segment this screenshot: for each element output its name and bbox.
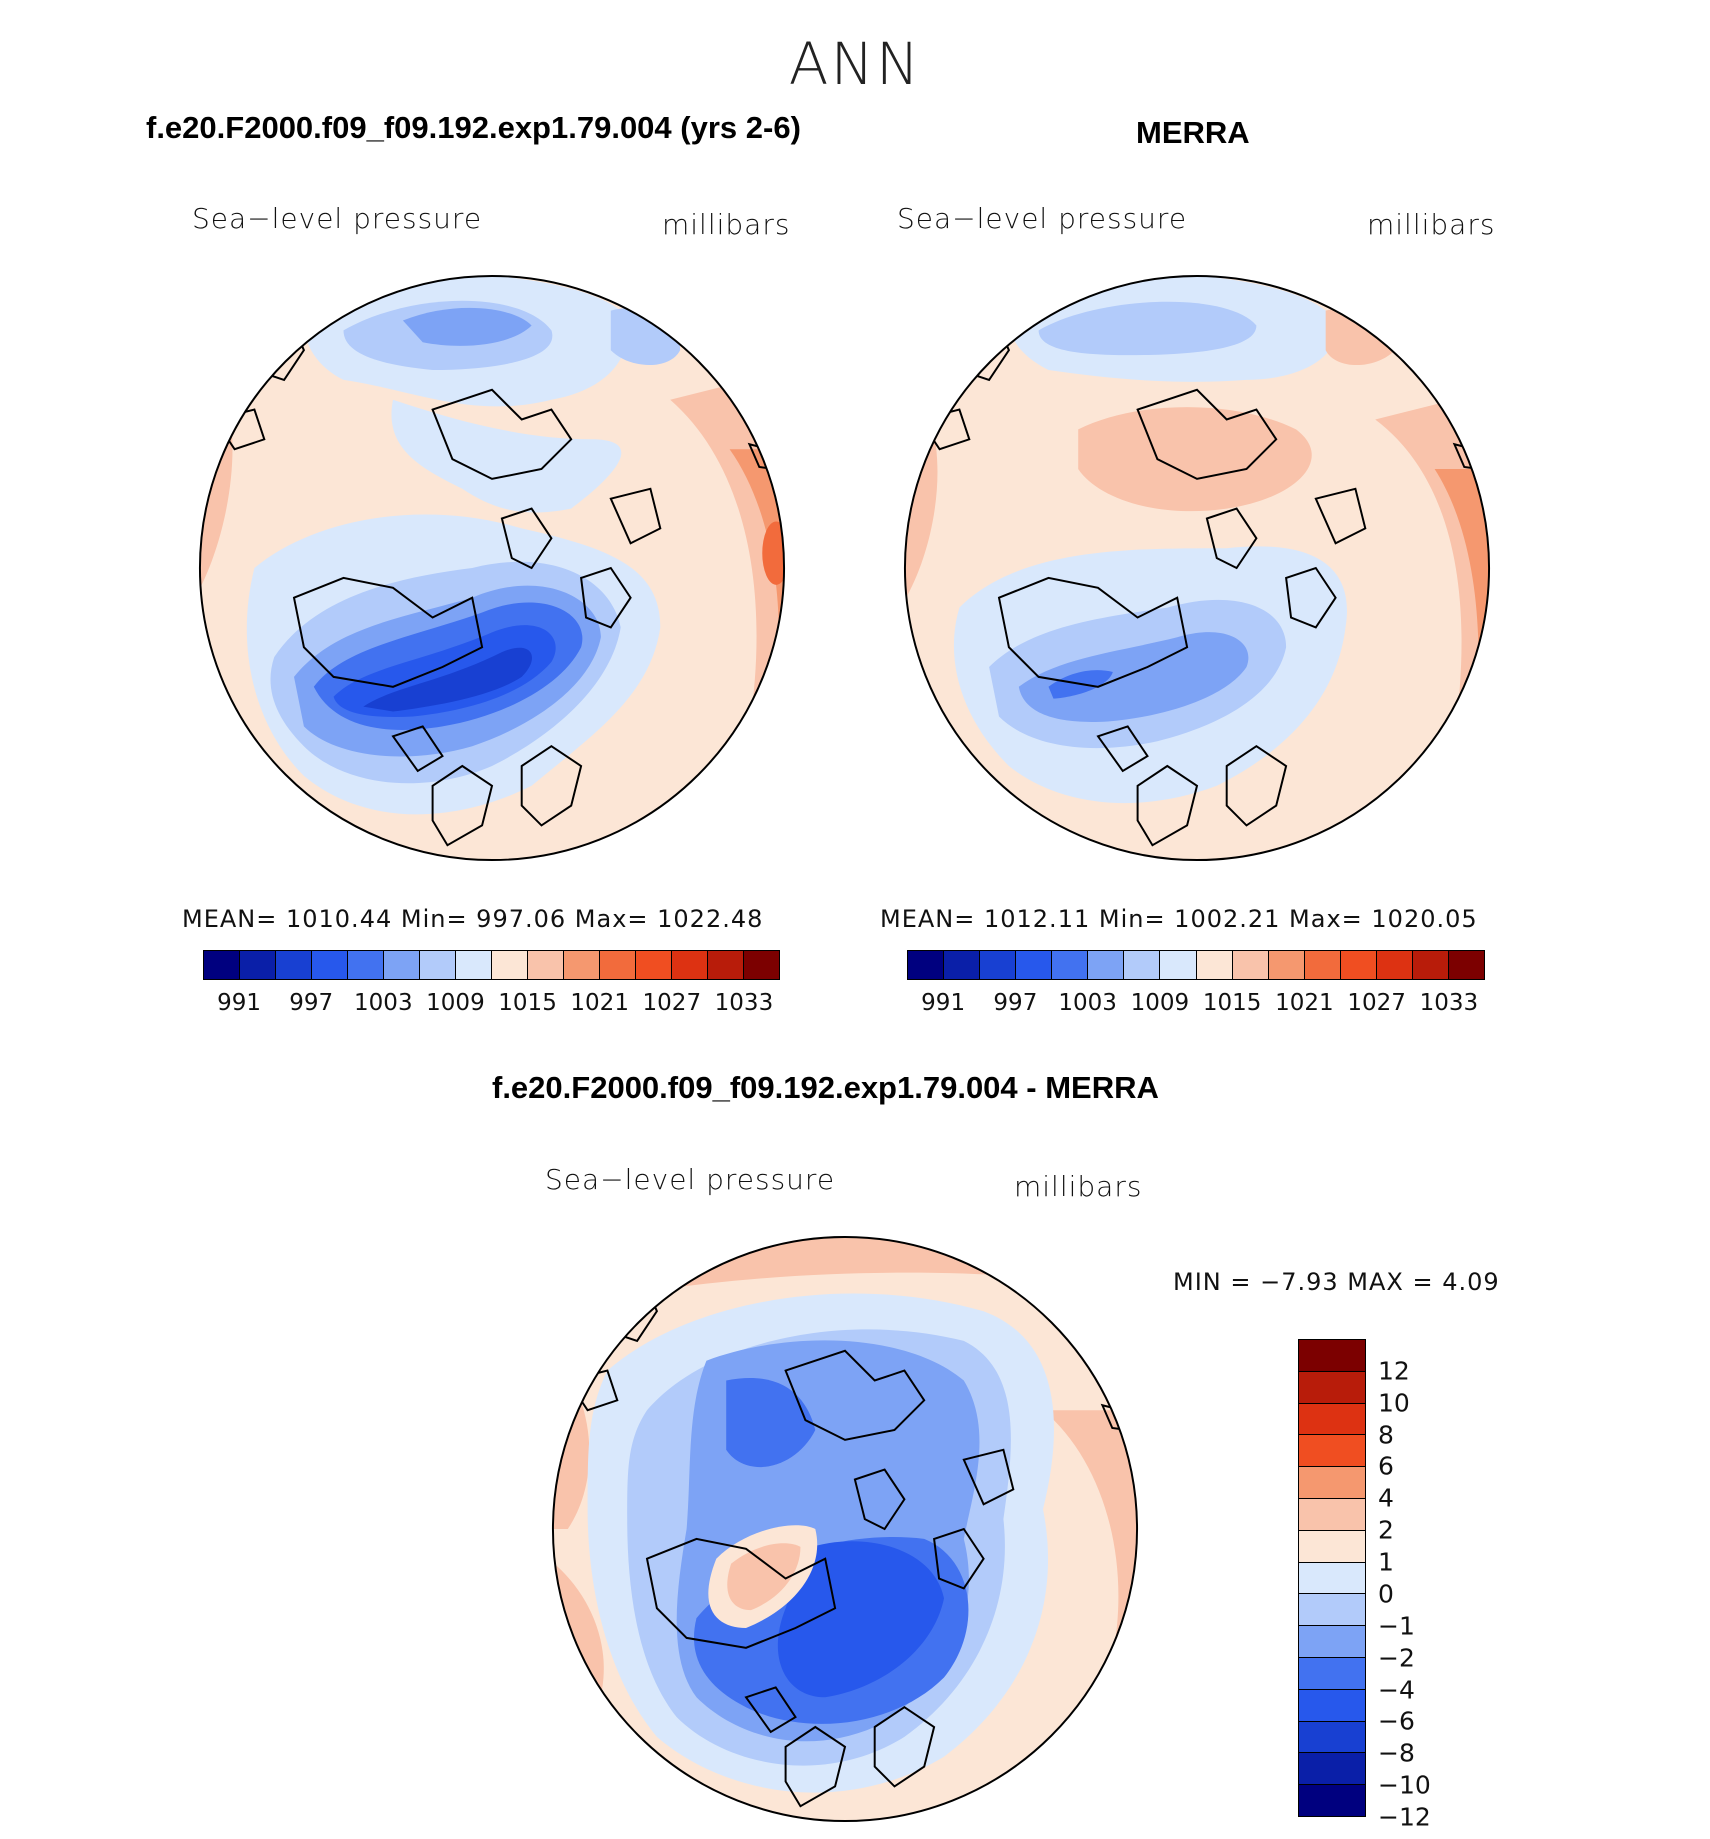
colorbar-tick-label: 1009	[426, 990, 485, 1016]
panel3-polar-map	[551, 1235, 1139, 1823]
colorbar-tick-label: 12	[1378, 1356, 1410, 1386]
colorbar-tick-label: 997	[993, 990, 1038, 1016]
colorbar-tick-label: −10	[1378, 1770, 1431, 1800]
colorbar-swatch	[636, 951, 672, 979]
colorbar-swatch	[528, 951, 564, 979]
colorbar-tick-label: −8	[1378, 1738, 1415, 1768]
colorbar-tick-label: 1027	[642, 990, 702, 1016]
colorbar-swatch	[1299, 1562, 1365, 1595]
colorbar-swatch	[1016, 951, 1053, 979]
colorbar-tick-label: −1	[1378, 1611, 1415, 1641]
colorbar-swatch	[1340, 951, 1377, 979]
colorbar-swatch	[564, 951, 600, 979]
colorbar-tick-label: 991	[921, 990, 966, 1016]
colorbar-tick-label: −4	[1378, 1675, 1415, 1705]
colorbar-swatch	[1299, 1626, 1365, 1658]
colorbar-tick-label: 1033	[714, 990, 774, 1016]
colorbar-swatch	[240, 951, 276, 979]
panel1-stats: MEAN= 1010.44 Min= 997.06 Max= 1022.48	[182, 905, 764, 933]
colorbar-tick-label: 1003	[1058, 990, 1117, 1016]
colorbar-swatch	[420, 951, 456, 979]
colorbar-tick-label: 991	[217, 990, 262, 1016]
panel1-polar-map	[198, 274, 786, 862]
colorbar-tick-label: −6	[1378, 1706, 1415, 1736]
colorbar-swatch	[1304, 951, 1341, 979]
colorbar-swatch	[204, 951, 240, 979]
colorbar-tick-label: 2	[1378, 1515, 1394, 1545]
panel3-colorbar	[1298, 1339, 1366, 1817]
colorbar-tick-label: 0	[1378, 1579, 1394, 1609]
colorbar-tick-label: 6	[1378, 1451, 1394, 1481]
colorbar-swatch	[1299, 1435, 1365, 1468]
colorbar-tick-label: 1009	[1130, 990, 1190, 1016]
panel3-stats: MIN = −7.93 MAX = 4.09	[1173, 1268, 1500, 1296]
colorbar-swatch	[908, 951, 945, 979]
colorbar-tick-label: 1015	[1202, 990, 1262, 1016]
colorbar-swatch	[1299, 1689, 1365, 1722]
colorbar-tick-label: 1021	[1275, 990, 1334, 1016]
panel2-variable-label: Sea−level pressure	[897, 202, 1188, 235]
colorbar-swatch	[1196, 951, 1233, 979]
panel2-polar-map	[903, 274, 1491, 862]
colorbar-tick-label: 1015	[498, 990, 557, 1016]
colorbar-swatch	[456, 951, 492, 979]
colorbar-swatch	[1299, 1498, 1365, 1531]
panel2-case-title: MERRA	[1136, 115, 1250, 150]
colorbar-swatch	[348, 951, 384, 979]
colorbar-tick-label: 4	[1378, 1483, 1394, 1513]
colorbar-swatch	[1299, 1340, 1365, 1372]
colorbar-swatch	[1088, 951, 1125, 979]
colorbar-tick-label: 1033	[1419, 990, 1479, 1016]
colorbar-swatch	[1448, 951, 1484, 979]
panel1-case-title: f.e20.F2000.f09_f09.192.exp1.79.004 (yrs…	[146, 110, 801, 145]
colorbar-swatch	[672, 951, 708, 979]
colorbar-tick-label: −2	[1378, 1643, 1415, 1673]
panel1-variable-label: Sea−level pressure	[192, 202, 483, 235]
panel2-units-label: millibars	[1367, 208, 1496, 241]
colorbar-swatch	[492, 951, 528, 979]
colorbar-swatch	[980, 951, 1017, 979]
colorbar-swatch	[1299, 1403, 1365, 1436]
colorbar-tick-label: 8	[1378, 1420, 1394, 1450]
colorbar-tick-label: 1027	[1347, 990, 1406, 1016]
figure-title: ANN	[788, 30, 922, 98]
colorbar-tick-label: −12	[1378, 1802, 1431, 1832]
colorbar-swatch	[1299, 1657, 1365, 1690]
colorbar-swatch	[1299, 1594, 1365, 1627]
colorbar-swatch	[276, 951, 312, 979]
colorbar-swatch	[1268, 951, 1305, 979]
panel3-units-label: millibars	[1014, 1170, 1143, 1203]
panel2-stats: MEAN= 1012.11 Min= 1002.21 Max= 1020.05	[880, 905, 1478, 933]
colorbar-tick-label: 1021	[570, 990, 629, 1016]
colorbar-swatch	[1299, 1753, 1365, 1786]
panel1-colorbar	[203, 950, 780, 980]
colorbar-tick-label: 997	[289, 990, 334, 1016]
colorbar-swatch	[1052, 951, 1089, 979]
colorbar-swatch	[1299, 1371, 1365, 1404]
colorbar-swatch	[744, 951, 779, 979]
colorbar-swatch	[1412, 951, 1449, 979]
colorbar-swatch	[1299, 1785, 1365, 1816]
colorbar-swatch	[1232, 951, 1269, 979]
colorbar-swatch	[708, 951, 744, 979]
colorbar-swatch	[944, 951, 981, 979]
colorbar-swatch	[384, 951, 420, 979]
panel3-case-title: f.e20.F2000.f09_f09.192.exp1.79.004 - ME…	[492, 1070, 1159, 1105]
colorbar-swatch	[600, 951, 636, 979]
colorbar-swatch	[1160, 951, 1197, 979]
colorbar-swatch	[1299, 1530, 1365, 1563]
colorbar-swatch	[312, 951, 348, 979]
colorbar-swatch	[1299, 1467, 1365, 1499]
colorbar-swatch	[1376, 951, 1413, 979]
colorbar-swatch	[1299, 1721, 1365, 1754]
panel2-colorbar	[907, 950, 1485, 980]
colorbar-tick-label: 1	[1378, 1547, 1394, 1577]
panel3-variable-label: Sea−level pressure	[545, 1163, 836, 1196]
colorbar-tick-label: 10	[1378, 1388, 1410, 1418]
colorbar-tick-label: 1003	[354, 990, 413, 1016]
colorbar-swatch	[1124, 951, 1161, 979]
panel1-units-label: millibars	[662, 208, 791, 241]
